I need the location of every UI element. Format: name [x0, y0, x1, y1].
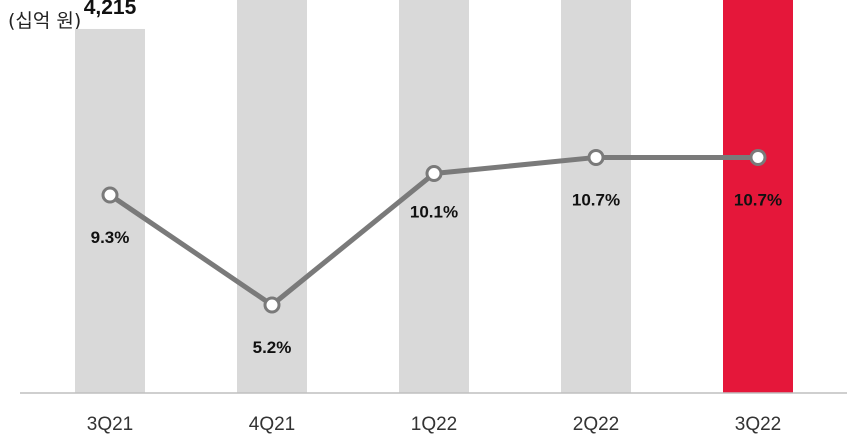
ratio-point-3Q21: [101, 186, 119, 204]
ratio-label: 10.7%: [734, 190, 782, 209]
x-tick-label: 3Q21: [87, 414, 133, 435]
bar-value-labels: 4,2154,2954,2774,2904,343: [84, 0, 137, 19]
ratio-point-1Q22: [425, 165, 443, 183]
bar-value-label: 4,215: [84, 0, 137, 19]
x-tick-label: 1Q22: [411, 414, 457, 435]
x-tick-label: 4Q21: [249, 414, 295, 435]
ratio-points: [101, 148, 767, 314]
unit-label: (십억 원): [8, 10, 82, 32]
ratio-label: 10.1%: [410, 203, 458, 222]
ratio-point-4Q21: [263, 296, 281, 314]
ratio-point-3Q22: [749, 148, 767, 166]
ratio-point-2Q22: [587, 148, 605, 166]
bar-group: [75, 0, 793, 394]
bar-4Q21: [237, 0, 307, 394]
bar-2Q22: [561, 0, 631, 393]
ratio-label: 9.3%: [91, 228, 130, 247]
ratio-label: 10.7%: [572, 190, 620, 209]
x-axis-labels: 3Q21 4Q21 1Q22 2Q22 3Q22: [87, 414, 781, 435]
bar-3Q22: [723, 0, 793, 393]
x-tick-label: 2Q22: [573, 414, 619, 435]
ratio-labels: 9.3% 5.2% 10.1% 10.7% 10.7%: [91, 190, 782, 357]
x-tick-label: 3Q22: [735, 414, 781, 435]
ratio-label: 5.2%: [253, 338, 292, 357]
bar-1Q22: [399, 0, 469, 393]
